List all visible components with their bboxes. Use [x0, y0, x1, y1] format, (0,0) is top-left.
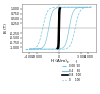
- X-axis label: H (A/m): H (A/m): [51, 59, 67, 63]
- Legend: 0.08  50, 0.4    50, 0.8   100, 0     100: 0.08 50, 0.4 50, 0.8 100, 0 100: [62, 59, 81, 82]
- Y-axis label: B (T): B (T): [4, 23, 8, 33]
